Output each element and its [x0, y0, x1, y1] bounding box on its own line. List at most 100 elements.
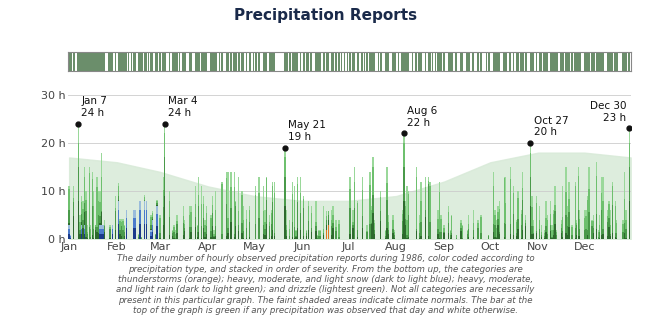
Bar — [421, 236, 422, 239]
Bar — [499, 201, 500, 209]
Bar — [278, 52, 279, 71]
Bar — [388, 215, 389, 221]
Bar — [405, 206, 406, 219]
Bar — [152, 212, 153, 214]
Bar — [437, 229, 439, 234]
Bar — [414, 52, 415, 71]
Bar — [281, 52, 283, 71]
Bar — [553, 231, 554, 235]
Bar — [272, 230, 273, 239]
Bar — [388, 221, 389, 230]
Bar — [553, 52, 554, 71]
Bar — [163, 190, 164, 207]
Bar — [462, 238, 464, 239]
Bar — [258, 218, 260, 239]
Bar — [101, 229, 102, 234]
Bar — [368, 52, 369, 71]
Bar — [437, 219, 439, 229]
Bar — [477, 223, 478, 228]
Bar — [138, 234, 139, 235]
Bar — [503, 223, 505, 236]
Bar — [452, 52, 454, 71]
Bar — [135, 52, 136, 71]
Bar — [269, 238, 270, 239]
Bar — [173, 232, 174, 237]
Bar — [473, 223, 474, 230]
Bar — [286, 52, 287, 71]
Bar — [579, 52, 581, 71]
Bar — [616, 233, 617, 238]
Bar — [403, 143, 404, 167]
Bar — [90, 229, 91, 237]
Bar — [568, 182, 570, 199]
Bar — [443, 52, 445, 71]
Bar — [397, 52, 398, 71]
Bar — [318, 52, 320, 71]
Bar — [221, 182, 223, 184]
Bar — [98, 215, 99, 234]
Bar — [190, 227, 191, 232]
Bar — [371, 210, 372, 223]
Bar — [246, 52, 247, 71]
Bar — [317, 238, 318, 239]
Bar — [511, 52, 512, 71]
Bar — [609, 218, 610, 227]
Bar — [602, 201, 603, 229]
Bar — [227, 228, 229, 233]
Bar — [152, 219, 153, 220]
Bar — [398, 52, 400, 71]
Bar — [499, 209, 500, 233]
Bar — [406, 186, 408, 220]
Bar — [430, 52, 431, 71]
Bar — [594, 52, 596, 71]
Bar — [565, 192, 566, 215]
Bar — [124, 233, 126, 236]
Bar — [539, 206, 540, 220]
Bar — [430, 182, 431, 186]
Bar — [124, 236, 126, 239]
Bar — [615, 233, 616, 237]
Bar — [428, 236, 429, 239]
Bar — [615, 206, 616, 233]
Bar — [104, 225, 105, 226]
Bar — [118, 224, 119, 239]
Bar — [574, 238, 576, 239]
Bar — [343, 52, 344, 71]
Bar — [83, 228, 84, 239]
Bar — [101, 234, 102, 239]
Bar — [165, 52, 167, 71]
Bar — [447, 52, 448, 71]
Bar — [306, 52, 307, 71]
Bar — [391, 52, 392, 71]
Bar — [553, 214, 554, 231]
Bar — [263, 211, 264, 225]
Bar — [98, 201, 99, 215]
Bar — [409, 52, 411, 71]
Bar — [530, 206, 531, 239]
Bar — [361, 190, 363, 216]
Bar — [70, 52, 72, 71]
Bar — [326, 230, 327, 239]
Bar — [539, 229, 540, 238]
Bar — [104, 220, 105, 225]
Bar — [610, 236, 611, 239]
Bar — [352, 52, 353, 71]
Bar — [186, 52, 187, 71]
Bar — [81, 196, 82, 201]
Bar — [197, 226, 198, 233]
Bar — [246, 238, 247, 239]
Bar — [468, 52, 469, 71]
Bar — [215, 236, 216, 239]
Bar — [547, 234, 548, 239]
Bar — [460, 223, 462, 228]
Bar — [101, 225, 102, 229]
Bar — [161, 52, 162, 71]
Bar — [230, 172, 232, 187]
Bar — [550, 201, 551, 215]
Bar — [587, 200, 588, 230]
Bar — [298, 52, 299, 71]
Bar — [380, 221, 381, 239]
Bar — [226, 236, 227, 239]
Bar — [536, 52, 537, 71]
Bar — [202, 196, 204, 204]
